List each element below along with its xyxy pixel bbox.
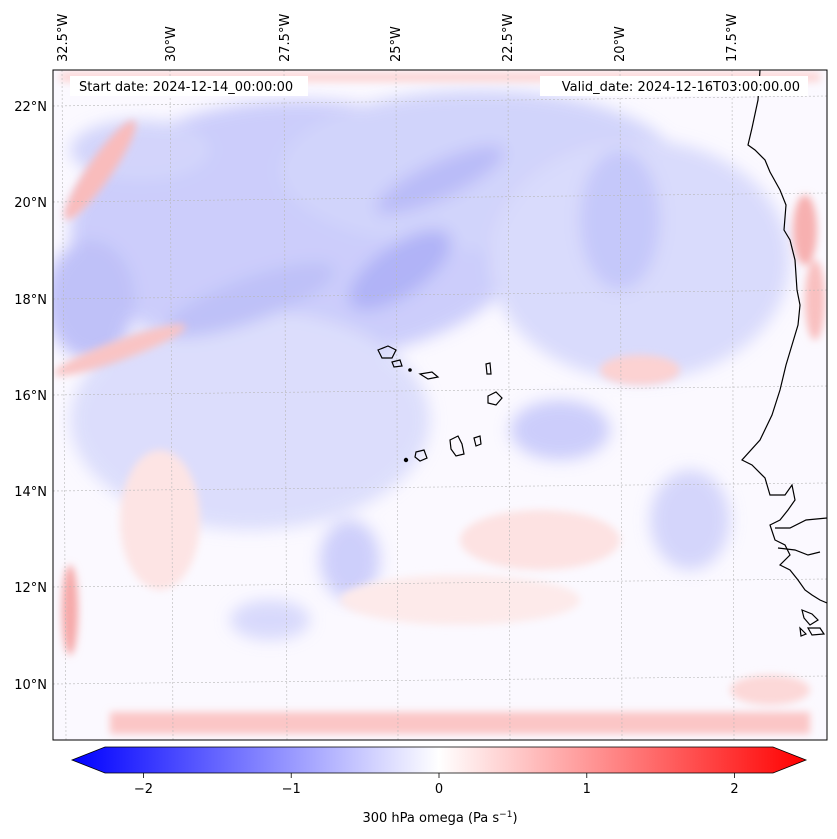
colorbar-body [70, 746, 808, 774]
lat-tick-label: 10°N [14, 678, 47, 693]
colorbar-tick-label: 0 [435, 782, 443, 797]
gambia-coast [777, 547, 821, 556]
africa-coastline [741, 70, 827, 604]
lat-tick-label: 20°N [14, 196, 47, 211]
gulf-coast [775, 517, 827, 529]
island-brava [403, 457, 409, 463]
island-sao-nicolau [418, 371, 440, 380]
lon-tick-label: 30°W [164, 26, 179, 62]
longitude-labels: 32.5°W 30°W 27.5°W 25°W 22.5°W 20°W 17.5… [56, 14, 740, 62]
lon-tick-label: 20°W [613, 26, 628, 62]
island-fogo [414, 449, 428, 462]
omega-field [53, 72, 825, 734]
lat-tick-label: 14°N [14, 485, 47, 500]
coastline [377, 70, 827, 637]
colorbar-tick-label: 2 [730, 782, 738, 797]
island-santiago [449, 435, 465, 457]
island-sao-vicente [391, 359, 403, 368]
colorbar-tick-label: −1 [282, 782, 301, 797]
island-santo-antao [377, 345, 397, 359]
lat-tick-label: 12°N [14, 581, 47, 596]
colorbar-label: 300 hPa omega (Pa s−1) [362, 810, 517, 826]
lat-tick-label: 16°N [14, 389, 47, 404]
island-boa-vista [487, 391, 503, 406]
island-maio [473, 435, 482, 447]
bijagos-islands [799, 609, 826, 637]
lon-tick-label: 22.5°W [501, 14, 516, 62]
colorbar-tick-label: 1 [583, 782, 591, 797]
map-panel: Start date: 2024-12-14_00:00:00 Valid_da… [52, 69, 828, 741]
lat-tick-label: 22°N [14, 100, 47, 115]
island-sal [485, 362, 492, 375]
colorbar-tick-label: −2 [134, 782, 153, 797]
colorbar-ticks: −2 −1 0 1 2 [134, 773, 739, 797]
lon-tick-label: 25°W [389, 26, 404, 62]
lon-tick-label: 32.5°W [56, 14, 71, 62]
colorbar: −2 −1 0 1 2 300 hPa omega (Pa s−1) [70, 746, 808, 826]
valid-date-label: Valid_date: 2024-12-16T03:00:00.00 [562, 80, 800, 95]
lon-tick-label: 27.5°W [278, 14, 293, 62]
island-santa-luzia [408, 368, 412, 372]
start-date-label: Start date: 2024-12-14_00:00:00 [79, 80, 293, 95]
graticule [53, 70, 827, 740]
latitude-labels: 22°N 20°N 18°N 16°N 14°N 12°N 10°N [14, 100, 47, 693]
lat-tick-label: 18°N [14, 293, 47, 308]
lon-tick-label: 17.5°W [725, 14, 740, 62]
